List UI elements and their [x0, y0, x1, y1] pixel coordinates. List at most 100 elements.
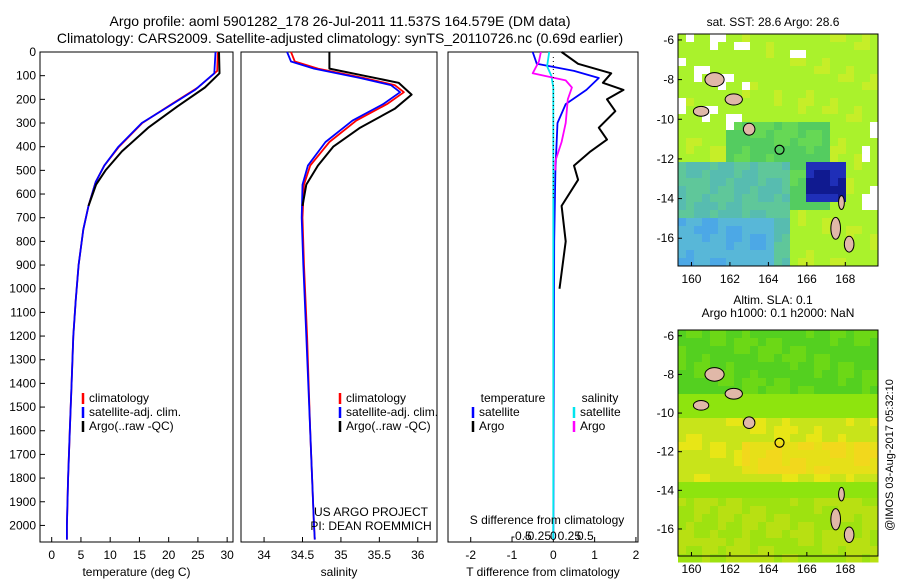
map-cell	[806, 154, 815, 163]
y-tick-label: 1600	[9, 424, 36, 438]
map-cell	[822, 90, 831, 99]
map-cell	[798, 130, 807, 139]
legend-entry-diff: Argo	[580, 419, 606, 433]
map-cell	[798, 466, 807, 475]
map-cell	[814, 114, 823, 123]
map-cell	[702, 378, 711, 387]
map-cell	[854, 194, 863, 203]
map-cell	[814, 234, 823, 243]
map-cell	[782, 418, 791, 427]
island	[742, 122, 756, 136]
map-cell	[782, 490, 791, 499]
map-cell	[694, 362, 703, 371]
map-cell	[870, 458, 879, 467]
map-cell	[750, 210, 759, 219]
map-cell	[734, 242, 743, 251]
map-cell	[766, 442, 775, 451]
map-cell	[726, 354, 735, 363]
map-cell	[686, 114, 695, 123]
map-cell	[862, 242, 871, 251]
map-cell	[814, 106, 823, 115]
map-cell	[782, 250, 791, 259]
map-cell	[758, 162, 767, 171]
map-cell	[678, 402, 687, 411]
map-cell	[686, 474, 695, 483]
map-cell	[790, 66, 799, 75]
map-cell	[774, 514, 783, 523]
map-cell	[734, 370, 743, 379]
map-cell	[830, 554, 839, 563]
map-cell	[854, 58, 863, 67]
map-cell	[774, 466, 783, 475]
map-cell	[814, 490, 823, 499]
legend-entry-diff: satellite	[580, 405, 621, 419]
map-cell	[750, 58, 759, 67]
map-cell	[686, 42, 695, 51]
map-cell	[838, 386, 847, 395]
map-cell	[694, 74, 703, 83]
map-cell	[774, 218, 783, 227]
map-cell	[758, 386, 767, 395]
map-cell	[862, 378, 871, 387]
map-cell	[750, 514, 759, 523]
map-cell	[798, 218, 807, 227]
map-cell	[758, 226, 767, 235]
map-cell	[694, 338, 703, 347]
map-cell	[798, 170, 807, 179]
map-cell	[870, 202, 879, 211]
map-cell	[750, 378, 759, 387]
map-cell	[702, 498, 711, 507]
map-x-tick-label: 160	[681, 562, 701, 576]
map-cell	[790, 386, 799, 395]
map-cell	[790, 242, 799, 251]
map-cell	[718, 530, 727, 539]
map-cell	[798, 258, 807, 267]
map-cell	[854, 490, 863, 499]
map-cell	[790, 154, 799, 163]
map-cell	[734, 218, 743, 227]
map-cell	[734, 514, 743, 523]
map-cell	[838, 122, 847, 131]
map-cell	[734, 402, 743, 411]
legend-entry: satellite-adj. clim.	[346, 405, 438, 419]
map-cell	[678, 106, 687, 115]
map-cell	[798, 434, 807, 443]
island	[742, 416, 756, 430]
map-cell	[806, 410, 815, 419]
map-cell	[758, 450, 767, 459]
map-cell	[798, 362, 807, 371]
map-cell	[838, 450, 847, 459]
map-cell	[718, 138, 727, 147]
map-cell	[678, 554, 687, 563]
map-cell	[814, 538, 823, 547]
map-cell	[790, 450, 799, 459]
map-cell	[686, 186, 695, 195]
map-cell	[782, 138, 791, 147]
map-cell	[678, 530, 687, 539]
map-cell	[678, 226, 687, 235]
map-cell	[702, 474, 711, 483]
map-cell	[710, 386, 719, 395]
map-cell	[718, 450, 727, 459]
map-cell	[846, 338, 855, 347]
map-cell	[814, 122, 823, 131]
map-cell	[782, 226, 791, 235]
map-cell	[718, 482, 727, 491]
map-cell	[734, 58, 743, 67]
map-cell	[846, 498, 855, 507]
map-cell	[686, 370, 695, 379]
map-cell	[806, 130, 815, 139]
map-cell	[694, 506, 703, 515]
map-cell	[806, 338, 815, 347]
map-cell	[822, 170, 831, 179]
map-cell	[854, 202, 863, 211]
map-cell	[830, 362, 839, 371]
legend-entry-diff: Argo	[479, 419, 505, 433]
map-cell	[798, 50, 807, 59]
map-cell	[742, 50, 751, 59]
map-cell	[758, 50, 767, 59]
map-cell	[806, 98, 815, 107]
map-cell	[702, 146, 711, 155]
map-cell	[726, 338, 735, 347]
map-cell	[686, 234, 695, 243]
